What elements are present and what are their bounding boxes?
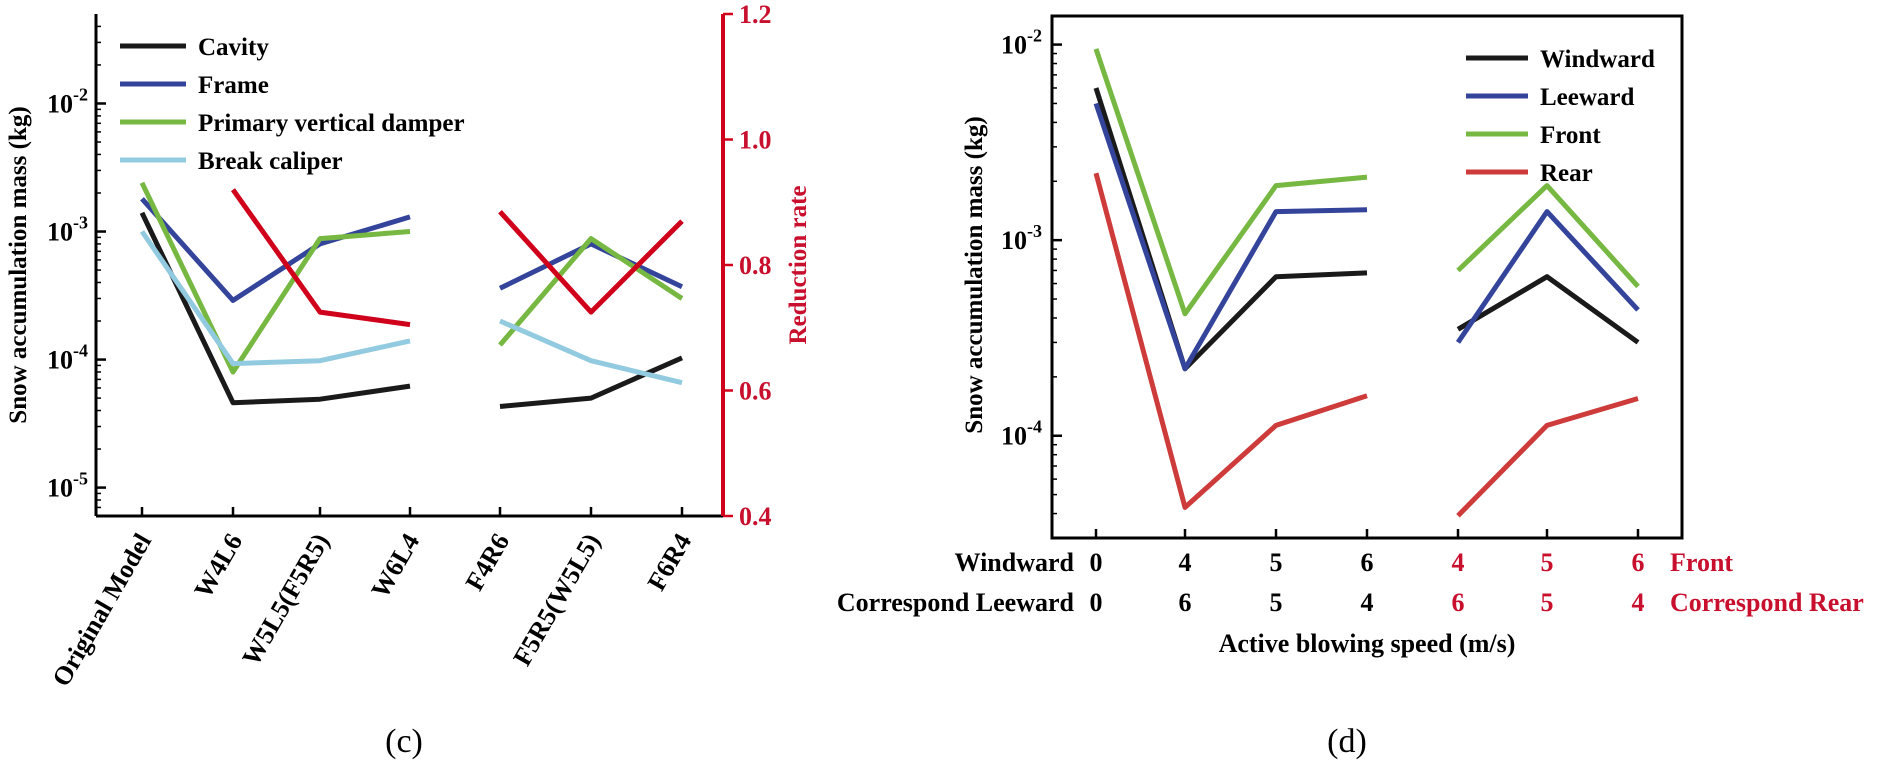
c-y2-tick-label: 0.4 bbox=[739, 502, 772, 531]
d-legend-label: Rear bbox=[1540, 160, 1593, 187]
c-x-tick-label: F5R5(W5L5) bbox=[507, 529, 606, 671]
d-x-axis-label: Active blowing speed (m/s) bbox=[1219, 629, 1516, 658]
c-y-tick-label: 10-5 bbox=[47, 469, 88, 503]
d-y-tick-label: 10-3 bbox=[1001, 221, 1042, 255]
d-x-tick-label: 0 bbox=[1090, 588, 1103, 617]
c-line-frame bbox=[140, 197, 411, 303]
d-line-front bbox=[1456, 183, 1640, 289]
d-x-row-label-red: Front bbox=[1670, 548, 1733, 577]
d-x-tick-label: 4 bbox=[1361, 588, 1374, 617]
d-line-leeward bbox=[1093, 102, 1368, 372]
d-x-row-label: Windward bbox=[955, 548, 1075, 577]
c-line-primary-vertical-damper bbox=[498, 236, 684, 347]
c-y2-tick-label: 1.0 bbox=[739, 126, 772, 155]
d-x-tick-label: 6 bbox=[1361, 548, 1374, 577]
d-line-leeward bbox=[1455, 209, 1640, 344]
c-line-cavity bbox=[139, 211, 411, 406]
d-x-tick-label: 5 bbox=[1270, 588, 1283, 617]
d-x-tick-label-red: 5 bbox=[1541, 588, 1554, 617]
d-line-rear bbox=[1456, 396, 1639, 518]
c-line-reduction-rate bbox=[498, 210, 684, 315]
d-line-front bbox=[1093, 48, 1368, 317]
d-x-tick-label: 4 bbox=[1179, 548, 1192, 577]
d-x-row-label: Correspond Leeward bbox=[837, 588, 1075, 617]
d-x-tick-label-red: 4 bbox=[1452, 548, 1465, 577]
c-y-tick-label: 10-2 bbox=[47, 84, 88, 118]
c-line-primary-vertical-damper bbox=[139, 181, 411, 375]
c-y2-axis-label: Reduction rate bbox=[785, 186, 812, 345]
c-y2-tick-label: 0.6 bbox=[739, 377, 772, 406]
c-panel-label: (c) bbox=[385, 723, 423, 760]
c-x-tick-label: W5L5(F5R5) bbox=[236, 529, 335, 671]
c-y-tick-label: 10-4 bbox=[47, 341, 88, 375]
c-legend-label: Frame bbox=[198, 72, 269, 99]
c-line-reduction-rate bbox=[230, 188, 411, 328]
d-x-tick-label-red: 6 bbox=[1632, 548, 1645, 577]
c-line-cavity bbox=[499, 355, 684, 409]
d-line-rear bbox=[1093, 172, 1368, 510]
d-legend-label: Windward bbox=[1540, 46, 1655, 73]
d-legend-label: Front bbox=[1540, 122, 1601, 149]
c-x-tick-label: W4L6 bbox=[188, 529, 248, 604]
c-y-tick-label: 10-3 bbox=[47, 213, 88, 247]
d-x-tick-label: 0 bbox=[1090, 548, 1103, 577]
c-legend-label: Break caliper bbox=[198, 148, 343, 175]
c-legend-label: Cavity bbox=[198, 34, 269, 61]
d-x-tick-label: 5 bbox=[1270, 548, 1283, 577]
c-y2-tick-label: 1.2 bbox=[739, 0, 772, 29]
c-y2-tick-label: 0.8 bbox=[739, 251, 772, 280]
c-legend-label: Primary vertical damper bbox=[198, 110, 465, 137]
c-x-tick-label: W6L4 bbox=[365, 529, 425, 604]
d-y-axis-label: Snow accumulation mass (kg) bbox=[961, 116, 988, 433]
d-line-windward bbox=[1456, 274, 1640, 345]
d-x-row-label-red: Correspond Rear bbox=[1670, 588, 1864, 617]
d-x-tick-label: 6 bbox=[1179, 588, 1192, 617]
d-y-tick-label: 10-4 bbox=[1001, 417, 1042, 451]
c-x-tick-label: F6R4 bbox=[642, 529, 697, 596]
c-x-tick-label: Original Model bbox=[46, 529, 157, 692]
c-line-break-caliper bbox=[499, 318, 683, 386]
d-x-tick-label-red: 4 bbox=[1632, 588, 1645, 617]
c-line-break-caliper bbox=[139, 230, 411, 367]
d-x-tick-label-red: 5 bbox=[1541, 548, 1554, 577]
d-legend-label: Leeward bbox=[1540, 84, 1635, 111]
c-line-frame bbox=[498, 241, 684, 291]
d-panel-label: (d) bbox=[1327, 723, 1367, 760]
c-x-tick-label: F4R6 bbox=[460, 529, 515, 596]
d-y-tick-label: 10-2 bbox=[1001, 26, 1042, 60]
d-x-tick-label-red: 6 bbox=[1452, 588, 1465, 617]
c-y-axis-label: Snow accumulation mass (kg) bbox=[5, 106, 32, 423]
